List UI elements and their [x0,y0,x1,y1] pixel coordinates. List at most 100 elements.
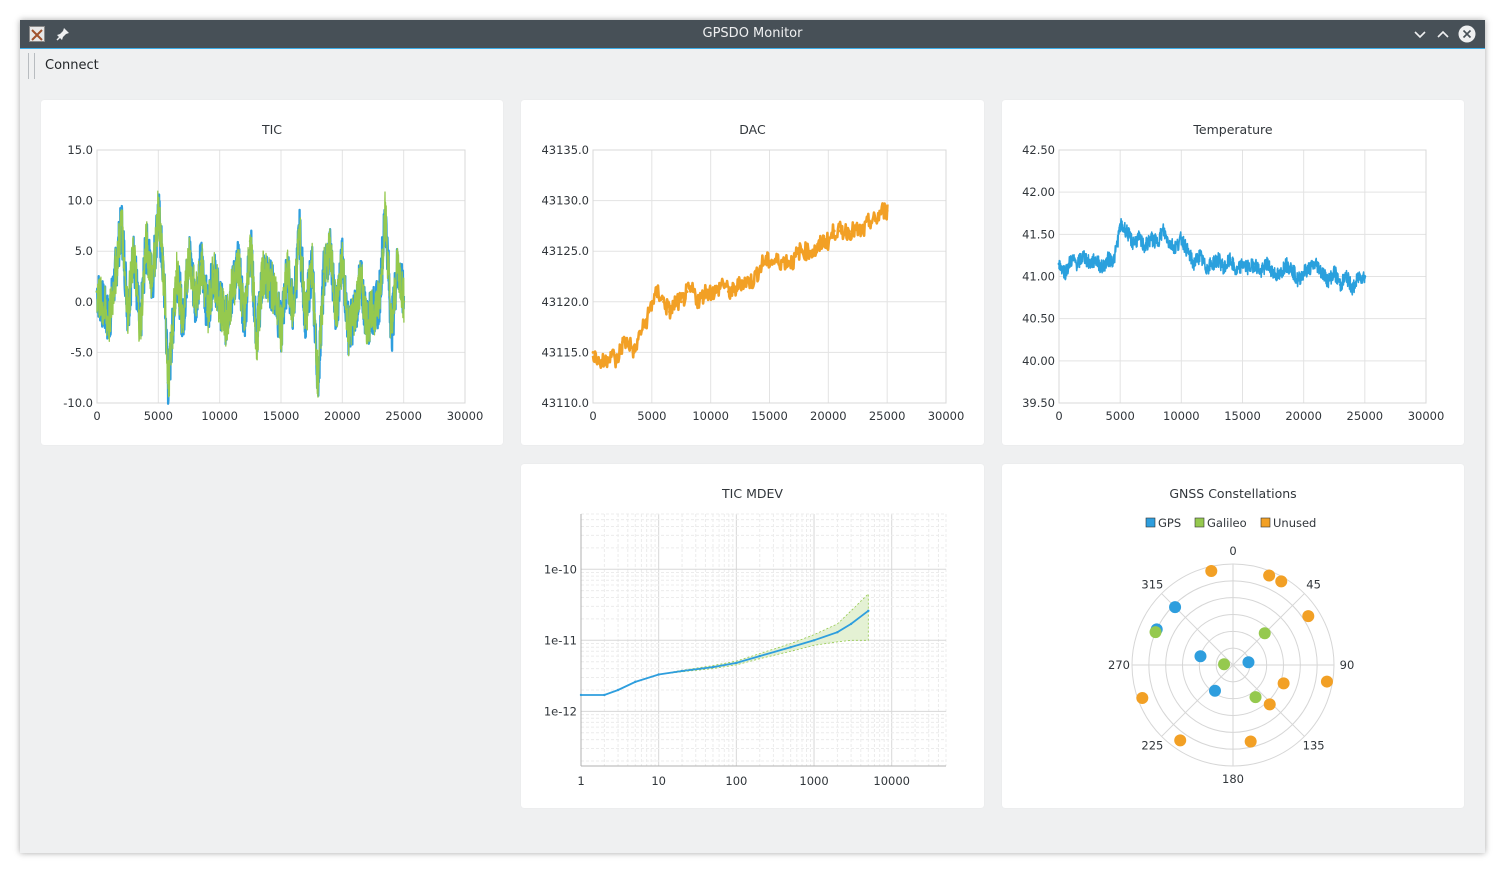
data-point [334,310,338,314]
x-tick-label: 10 [651,774,666,788]
data-point [849,622,853,626]
x-app-icon[interactable] [29,26,45,42]
tic-mdev-chart-svg: TIC MDEV 1 10 100 1000 10000 1e-10 1e-11 1e-12 [544,486,947,788]
data-point [175,270,179,273]
data-point [803,249,807,253]
data-point [1259,270,1263,274]
data-point [656,290,660,294]
temperature-chart-title: Temperature [1192,122,1272,137]
data-point [1100,266,1104,270]
series-1 [95,190,406,398]
data-point [738,280,742,283]
angular-tick-label: 45 [1306,577,1321,591]
y-tick-label: 1e-12 [544,704,577,718]
data-point [1082,254,1085,257]
toolbar-handle[interactable] [28,53,35,79]
x-tick-label: 10000 [873,774,910,788]
data-point [107,320,111,324]
series-0 [1057,218,1367,296]
data-point [138,330,142,334]
x-tick-label: 20000 [1285,409,1322,423]
minimize-icon[interactable] [1410,24,1430,44]
data-point [832,229,836,233]
data-point [298,229,301,233]
data-point [267,280,271,283]
data-point [1302,270,1306,274]
data-point [616,688,620,692]
y-tick-label: 5.0 [75,244,93,258]
data-point [236,259,240,263]
data-point [95,290,99,294]
data-point [621,340,624,344]
angular-tick-label: 135 [1303,739,1325,753]
data-point [255,340,258,344]
x-tick-label: 0 [589,409,596,423]
data-point [163,290,166,294]
data-point [673,300,677,304]
x-tick-label: 15000 [1224,409,1261,423]
data-point [1241,262,1244,266]
pin-icon[interactable] [56,27,70,41]
x-tick-label: 30000 [1408,409,1445,423]
data-point [634,680,637,684]
data-point [1357,275,1361,278]
legend-swatch [1145,517,1156,528]
titlebar[interactable]: GPSDO Monitor [20,20,1485,49]
data-point [193,300,197,304]
y-tick-label: 42.00 [1022,185,1055,199]
data-point [867,609,870,613]
data-point [365,320,369,324]
data-point [603,693,606,697]
data-point [836,631,839,634]
gnss-polar-chart-panel: GNSS Constellations GPS Galileo Unused 0 45 90… [1002,464,1464,808]
data-point [726,290,730,294]
y-tick-label: 41.50 [1022,227,1055,241]
data-point [785,259,789,263]
data-point [353,310,356,314]
data-point [212,270,215,273]
data-point [721,280,724,283]
data-point [711,665,715,669]
data-point [224,320,228,324]
plot-frame [96,149,466,404]
data-point [826,239,830,243]
y-tick-label: 39.50 [1022,396,1055,410]
satellite-point [1149,626,1162,639]
satellite-point [1275,575,1288,588]
connect-button[interactable]: Connect [45,58,99,73]
data-point [144,239,148,243]
gnss-chart-svg: GNSS Constellations GPS Galileo Unused 0 45 90… [1108,486,1354,786]
toolbar: Connect [20,49,1485,85]
data-point [1332,270,1336,274]
data-point [402,300,406,304]
close-icon[interactable] [1457,24,1477,44]
data-point [850,229,854,233]
data-point [1118,224,1122,228]
data-point [1320,270,1324,274]
legend-swatch [1194,517,1205,528]
data-point [609,351,613,354]
data-point [1137,237,1140,240]
data-point [261,270,264,273]
data-point [347,330,350,334]
data-point [662,300,665,304]
data-point [371,310,375,314]
data-point [791,259,795,263]
data-point [809,249,813,253]
data-point [1069,258,1073,262]
plot-frame [592,149,947,404]
x-tick-label: 10000 [692,409,729,423]
maximize-icon[interactable] [1433,24,1453,44]
x-tick-label: 30000 [447,409,484,423]
data-point [383,209,387,213]
y-tick-label: 43110.0 [541,396,589,410]
data-point [199,259,203,263]
satellite-point [1194,650,1207,663]
data-point [1088,262,1091,266]
data-point [1210,262,1214,266]
data-point [1094,258,1098,262]
dac-chart-svg: DAC 0 5000 10000 15000 20000 25000 30000 43135.0… [541,122,964,423]
data-point [657,673,660,676]
legend-label: Unused [1273,516,1316,530]
data-point [685,290,689,294]
